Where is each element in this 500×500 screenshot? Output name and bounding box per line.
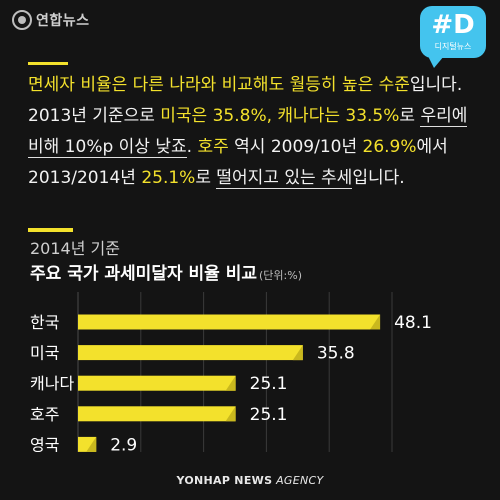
category-label: 캐나다 — [30, 374, 74, 393]
highlight-text: 25.1% — [141, 168, 196, 188]
paragraph-line-2: 2013년 기준으로 미국은 35.8%, 캐나다는 33.5%로 우리에 — [28, 101, 488, 132]
paragraph-line-4: 2013/2014년 25.1%로 떨어지고 있는 추세입니다. — [28, 163, 488, 194]
plain-text: 에서 — [416, 137, 448, 157]
footer-brand: YONHAP NEWS — [176, 474, 273, 487]
underlined-text: 우리에 — [420, 106, 468, 127]
bar-shade — [225, 375, 236, 391]
chart-title: 주요 국가 과세미달자 비율 비교 (단위:%) — [30, 259, 302, 284]
category-label: 한국 — [30, 313, 59, 332]
footer-agency: AGENCY — [272, 474, 324, 487]
plain-text: 2013년 기준으로 — [28, 106, 161, 126]
badge-sub-text: 디지털뉴스 — [434, 42, 472, 51]
plain-text: 로 — [399, 106, 421, 126]
chart-unit: (단위:%) — [259, 269, 302, 282]
yonhap-logo: 연합뉴스 — [12, 10, 90, 30]
highlight-text: 호주 — [197, 137, 229, 157]
highlight-text: 면세자 비율은 다른 나라와 비교해도 월등히 높은 수준 — [28, 75, 410, 95]
plain-text: . — [186, 137, 198, 157]
bar — [78, 345, 303, 361]
value-label: 35.8 — [317, 344, 355, 364]
chart-subtitle: 2014년 기준 — [30, 239, 120, 258]
value-label: 48.1 — [394, 313, 432, 333]
category-label: 영국 — [30, 435, 59, 454]
plain-text: 역시 2009/10년 — [228, 137, 363, 157]
bar — [78, 406, 236, 422]
plain-text: 로 — [195, 168, 217, 188]
body-paragraph: 면세자 비율은 다른 나라와 비교해도 월등히 높은 수준입니다. 2013년 … — [28, 70, 488, 194]
plain-text: 2013/2014년 — [28, 168, 142, 188]
highlight-text: 26.9% — [362, 137, 417, 157]
underlined-text: 비해 10%p 이상 낮죠 — [28, 137, 187, 158]
bar — [78, 375, 236, 391]
badge-main-text: #D — [431, 10, 475, 40]
logo-text: 연합뉴스 — [36, 13, 90, 29]
category-label: 미국 — [30, 344, 59, 363]
plain-text: 입니다. — [409, 75, 463, 95]
value-label: 25.1 — [250, 405, 288, 425]
category-label: 호주 — [30, 405, 59, 424]
top-accent-rule — [28, 62, 68, 65]
digital-news-badge: #D 디지털뉴스 — [420, 6, 486, 68]
yonhap-logo-icon — [12, 10, 32, 30]
bar-shade — [225, 406, 236, 422]
underlined-text: 떨어지고 있는 추세 — [216, 168, 353, 189]
paragraph-line-1: 면세자 비율은 다른 나라와 비교해도 월등히 높은 수준입니다. — [28, 70, 488, 101]
bar — [78, 314, 381, 330]
footer-credit: YONHAP NEWS AGENCY — [0, 474, 500, 487]
bar-shade — [292, 345, 303, 361]
paragraph-line-3: 비해 10%p 이상 낮죠. 호주 역시 2009/10년 26.9%에서 — [28, 132, 488, 163]
bar-shade — [370, 314, 381, 330]
value-label: 2.9 — [110, 435, 137, 455]
value-label: 25.1 — [250, 374, 288, 394]
bar-shade — [86, 436, 97, 452]
plain-text: 입니다. — [352, 168, 405, 188]
highlight-text: 미국은 35.8%, 캐나다는 33.5% — [160, 106, 400, 126]
chart-accent-rule — [28, 228, 73, 232]
chart-title-text: 주요 국가 과세미달자 비율 비교 — [30, 264, 257, 284]
